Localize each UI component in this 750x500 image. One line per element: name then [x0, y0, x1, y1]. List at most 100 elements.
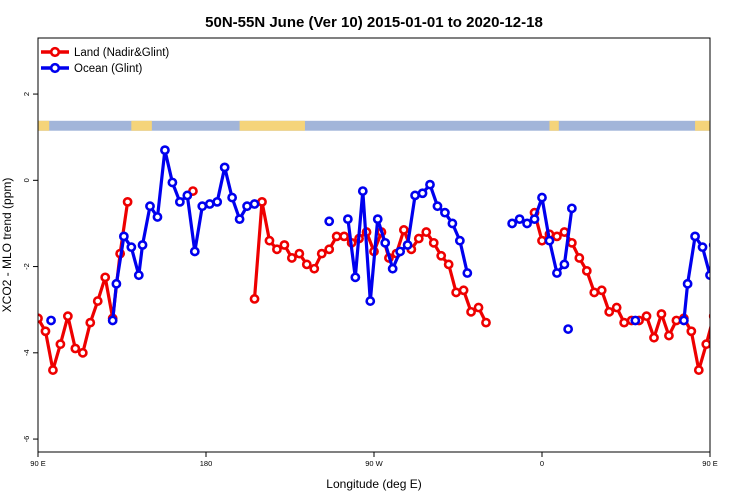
legend-label-land: Land (Nadir&Glint) [74, 47, 169, 59]
data-point [167, 177, 178, 188]
data-point [234, 214, 245, 225]
data-point [596, 285, 607, 296]
data-point [40, 326, 51, 337]
data-point [462, 268, 473, 278]
x-tick-label: 90 E [30, 459, 45, 468]
data-point [425, 179, 435, 190]
data-point [697, 242, 708, 253]
x-axis-label: Longitude (deg E) [326, 477, 421, 491]
chart-title: 50N-55N June (Ver 10) 2015-01-01 to 2020… [205, 14, 543, 31]
data-point [398, 225, 409, 235]
data-point [219, 162, 230, 173]
data-point [417, 188, 428, 199]
data-point [410, 190, 420, 201]
x-tick-label: 90 E [702, 459, 717, 468]
land-band [38, 120, 50, 131]
data-point [294, 248, 305, 259]
data-point [733, 147, 740, 154]
data-point [126, 242, 137, 253]
data-point [286, 253, 297, 263]
y-tick-label: -4 [22, 349, 31, 356]
data-point [641, 311, 652, 322]
surface-type-strip [38, 120, 710, 131]
y-tick-label: -6 [22, 436, 31, 443]
data-point [301, 259, 312, 270]
data-point [537, 235, 547, 246]
data-point [514, 214, 525, 225]
ocean-band [38, 120, 710, 131]
data-point [174, 196, 185, 207]
data-point [107, 315, 118, 326]
data-point [611, 302, 622, 313]
data-point [48, 365, 58, 375]
data-point [122, 196, 133, 207]
y-tick-label: 2 [22, 92, 31, 96]
data-point [686, 326, 697, 337]
data-point [372, 214, 383, 225]
series-line [682, 234, 710, 321]
data-point [440, 207, 450, 218]
data-point [447, 218, 458, 229]
data-point [77, 347, 88, 358]
data-point [55, 339, 66, 350]
data-point [466, 306, 476, 317]
land-band [695, 120, 710, 131]
data-point [421, 227, 432, 237]
data-point [678, 315, 689, 326]
y-tick-label: -2 [22, 263, 31, 270]
data-point [708, 241, 710, 249]
data-point [630, 315, 641, 326]
legend: Land (Nadir&Glint) Ocean (Glint) [41, 46, 169, 75]
x-tick-label: 180 [200, 459, 213, 468]
data-point [566, 237, 577, 248]
data-point [443, 259, 454, 270]
x-axis: 90 E 180 90 W 0 90 E [30, 452, 718, 468]
data-point [451, 287, 462, 298]
data-point [432, 201, 443, 212]
data-point [182, 190, 193, 201]
land-band [131, 120, 152, 131]
data-point [705, 270, 710, 281]
data-point [137, 240, 148, 250]
data-point [395, 246, 406, 257]
data-point [331, 231, 342, 242]
data-point [257, 196, 267, 207]
data-point [264, 235, 275, 246]
data-point [701, 339, 710, 350]
data-point [563, 324, 574, 334]
data-point [212, 196, 223, 207]
x-tick-label: 0 [540, 459, 544, 468]
data-point [581, 265, 592, 276]
data-point [619, 317, 630, 328]
data-point [522, 218, 532, 229]
data-point [454, 235, 465, 246]
y-axis: 2 0 -2 -4 -6 [22, 92, 38, 442]
data-point [413, 233, 424, 244]
data-point [436, 250, 447, 261]
data-point [458, 285, 469, 296]
series-line [111, 148, 255, 321]
data-point [574, 253, 585, 263]
data-point [544, 235, 555, 246]
data-point [249, 199, 260, 209]
data-point [529, 214, 540, 225]
data-point [70, 343, 81, 354]
data-point [664, 330, 674, 341]
data-point [740, 179, 747, 186]
data-point [339, 231, 350, 242]
data-point [552, 268, 562, 278]
data-point [481, 317, 491, 328]
land-band [239, 120, 305, 131]
data-point [604, 306, 615, 317]
data-point [428, 237, 439, 248]
data-point [118, 231, 129, 242]
data-point [387, 263, 398, 274]
data-point [111, 278, 122, 289]
data-point [656, 309, 667, 319]
legend-marker-ocean [49, 62, 61, 74]
data-point [682, 278, 693, 289]
data-point [309, 263, 320, 274]
data-point [365, 296, 376, 306]
data-point [718, 345, 725, 352]
land-band [549, 120, 559, 131]
